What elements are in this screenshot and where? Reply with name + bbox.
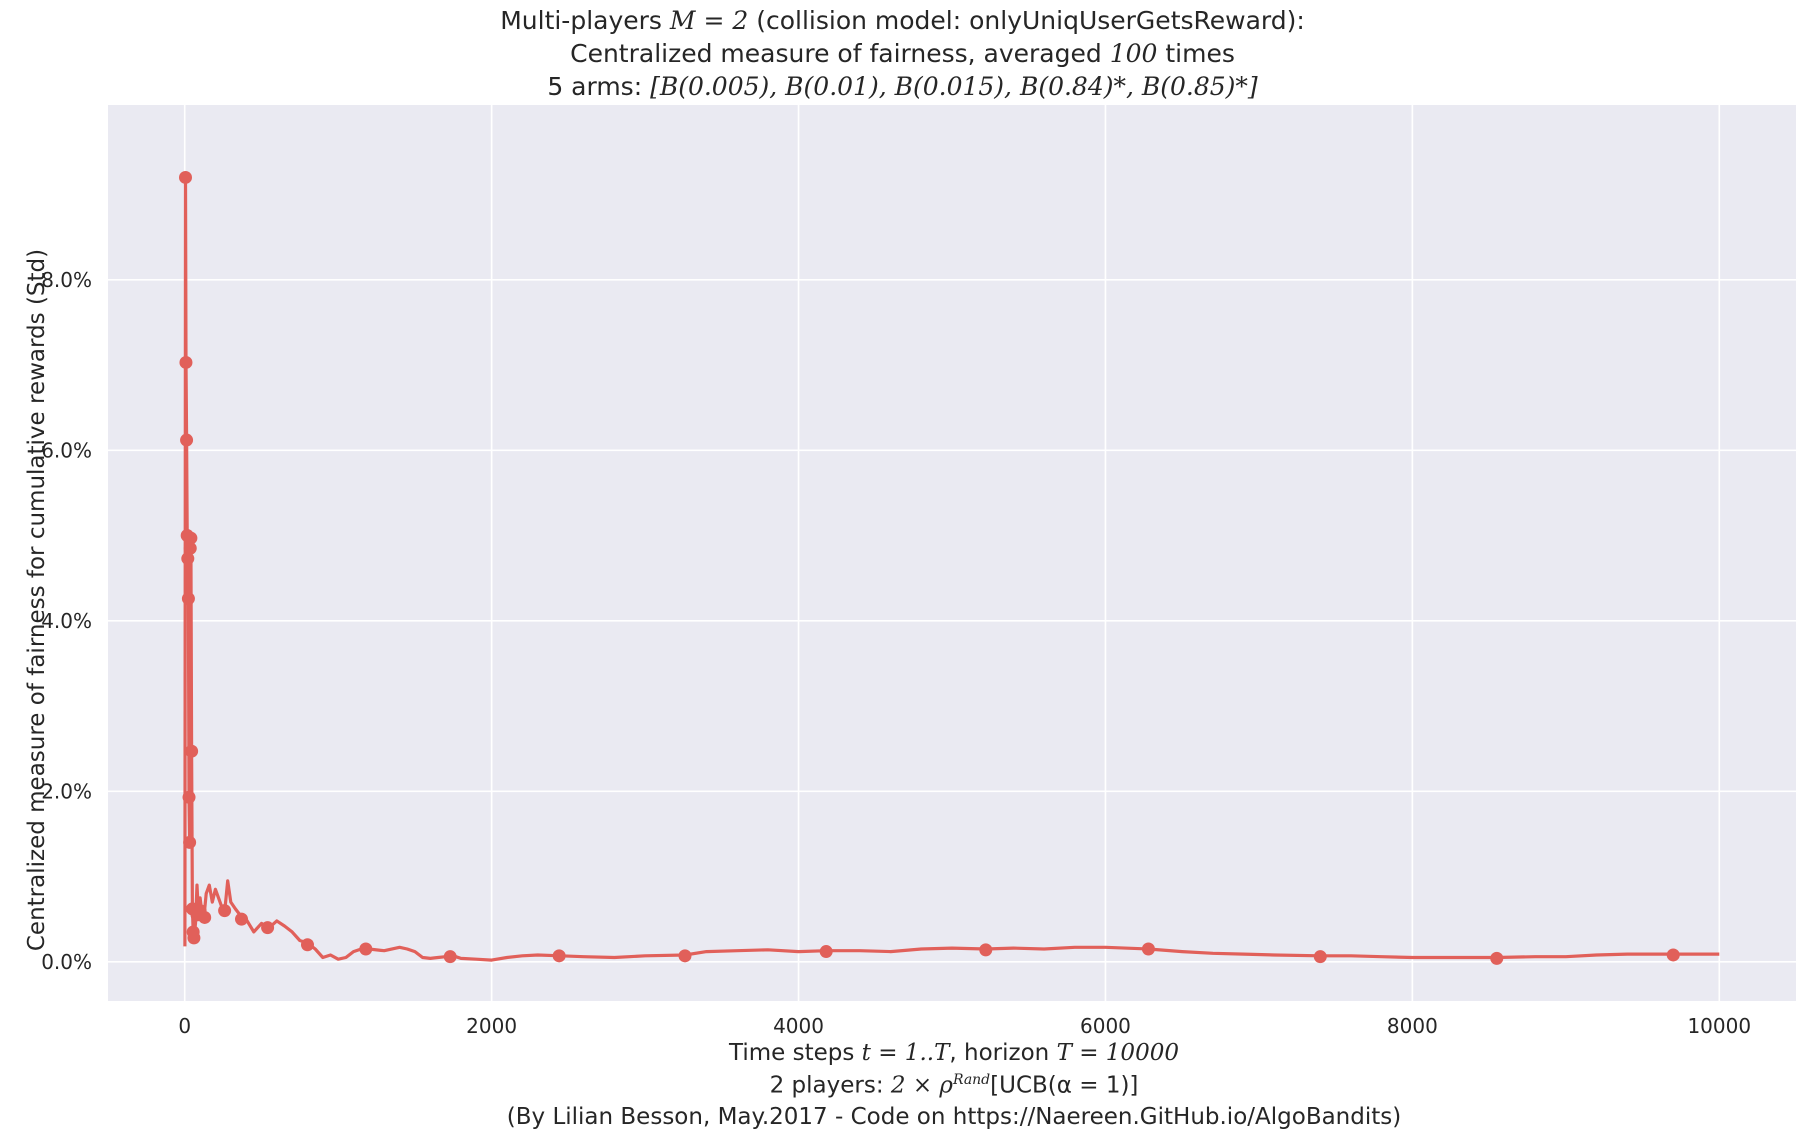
data-point-marker xyxy=(183,835,197,849)
title-1-post: (collision model: onlyUniqUserGetsReward… xyxy=(748,6,1305,35)
data-point-marker xyxy=(261,921,275,935)
data-point-marker xyxy=(178,170,192,184)
chart-title-line-1: Multi-players M = 2 (collision model: on… xyxy=(0,6,1805,35)
xlabel-1-math2: T = 10000 xyxy=(1056,1040,1179,1066)
x-tick-label: 2000 xyxy=(466,1014,517,1038)
title-2-pre: Centralized measure of fairness, average… xyxy=(570,39,1110,68)
xlabel-2-math: 2 × ρ xyxy=(890,1072,953,1099)
y-tick-label: 6.0% xyxy=(41,438,92,462)
title-2-post: times xyxy=(1157,39,1235,68)
xlabel-2-pre: 2 players: xyxy=(769,1072,891,1099)
xlabel-2-post: [UCB(α = 1)] xyxy=(990,1072,1139,1099)
data-point-marker xyxy=(181,592,195,606)
data-point-marker xyxy=(184,531,198,545)
data-point-marker xyxy=(180,433,194,447)
x-axis-label-line-2: 2 players: 2 × ρRand[UCB(α = 1)] xyxy=(108,1072,1800,1099)
xlabel-3-text: (By Lilian Besson, May.2017 - Code on ht… xyxy=(506,1104,1402,1130)
title-2-math: 100 xyxy=(1109,39,1158,68)
data-point-marker xyxy=(678,949,692,963)
data-point-marker xyxy=(300,938,314,952)
plot-area xyxy=(108,105,1796,1001)
y-tick-label: 2.0% xyxy=(41,779,92,803)
data-point-marker xyxy=(1490,951,1504,965)
x-tick-label: 8000 xyxy=(1387,1014,1438,1038)
data-point-marker xyxy=(1666,948,1680,962)
x-tick-label: 10000 xyxy=(1687,1014,1751,1038)
data-point-marker xyxy=(552,949,566,963)
title-1-math: M = 2 xyxy=(669,6,749,35)
xlabel-1-pre: Time steps xyxy=(729,1040,862,1066)
x-tick-label: 0 xyxy=(178,1014,191,1038)
xlabel-1-post: , horizon xyxy=(949,1040,1057,1066)
y-tick-label: 0.0% xyxy=(41,950,92,974)
data-point-marker xyxy=(819,945,833,959)
data-point-marker xyxy=(179,355,193,369)
x-tick-label: 4000 xyxy=(773,1014,824,1038)
title-1-pre: Multi-players xyxy=(500,6,670,35)
xlabel-2-sup: Rand xyxy=(952,1072,991,1088)
data-point-marker xyxy=(235,912,249,926)
data-point-marker xyxy=(1141,942,1155,956)
data-point-marker xyxy=(1313,950,1327,964)
chart-title-line-2: Centralized measure of fairness, average… xyxy=(0,39,1805,68)
data-point-marker xyxy=(198,910,212,924)
data-point-marker xyxy=(183,541,197,555)
chart-title-line-3: 5 arms: [B(0.005), B(0.01), B(0.015), B(… xyxy=(0,72,1805,101)
data-point-marker xyxy=(359,942,373,956)
y-tick-label: 8.0% xyxy=(41,268,92,292)
data-point-marker xyxy=(218,904,232,918)
x-axis-label-line-3: (By Lilian Besson, May.2017 - Code on ht… xyxy=(108,1104,1800,1130)
x-tick-label: 6000 xyxy=(1080,1014,1131,1038)
data-point-marker xyxy=(182,790,196,804)
title-3-math: [B(0.005), B(0.01), B(0.015), B(0.84)*, … xyxy=(650,72,1258,101)
data-point-marker xyxy=(185,744,199,758)
x-axis-label-line-1: Time steps t = 1..T, horizon T = 10000 xyxy=(108,1040,1800,1066)
data-point-marker xyxy=(979,943,993,957)
data-point-marker xyxy=(181,552,195,566)
data-point-marker xyxy=(187,931,201,945)
xlabel-1-math: t = 1..T xyxy=(861,1040,950,1066)
y-tick-label: 4.0% xyxy=(41,609,92,633)
data-point-marker xyxy=(443,950,457,964)
title-3-pre: 5 arms: xyxy=(547,72,651,101)
